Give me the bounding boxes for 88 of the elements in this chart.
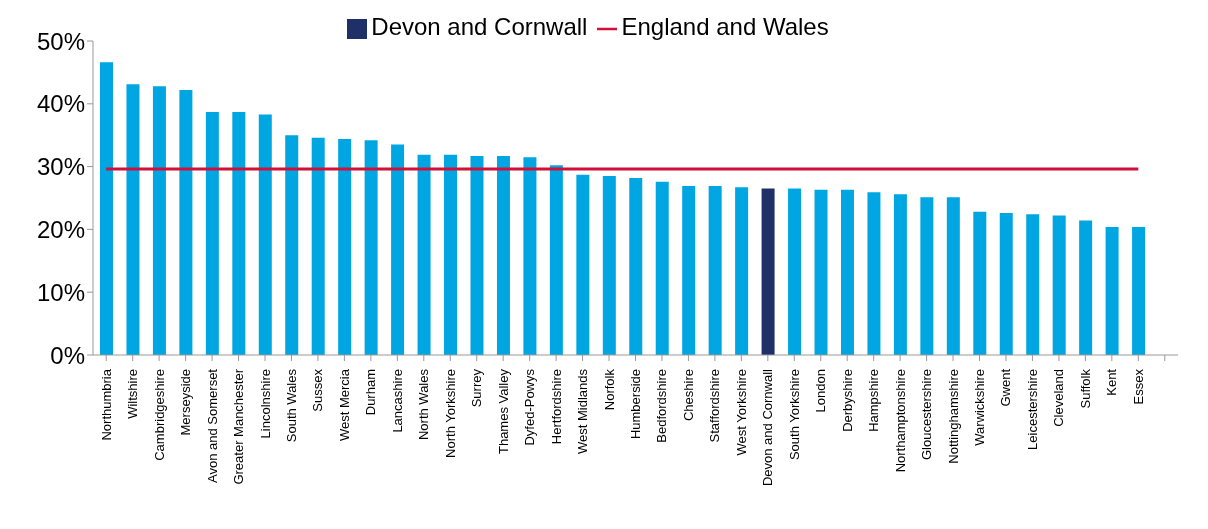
bar bbox=[682, 186, 696, 355]
bar bbox=[496, 155, 510, 355]
x-tick-label: South Yorkshire bbox=[786, 369, 802, 461]
x-tick-label: West Midlands bbox=[575, 368, 591, 455]
x-tick-label: Lancashire bbox=[389, 369, 405, 433]
x-tick-label: Derbyshire bbox=[839, 369, 855, 432]
bar bbox=[735, 187, 749, 355]
y-tick-label: 40% bbox=[36, 90, 85, 118]
bar bbox=[417, 154, 431, 355]
x-tick-label: Warwickshire bbox=[972, 369, 988, 446]
bar bbox=[1079, 220, 1093, 355]
bar bbox=[1105, 226, 1119, 355]
y-tick-label: 20% bbox=[36, 215, 85, 243]
bar bbox=[973, 211, 987, 355]
x-tick-label: Suffolk bbox=[1077, 368, 1093, 409]
bar bbox=[655, 181, 669, 355]
x-tick-label: West Mercia bbox=[336, 368, 352, 441]
bar bbox=[1052, 215, 1066, 355]
bar bbox=[788, 188, 802, 355]
bar bbox=[867, 192, 881, 355]
bar bbox=[1026, 214, 1040, 355]
x-tick-label: North Yorkshire bbox=[442, 369, 458, 458]
bar bbox=[100, 62, 113, 355]
bar bbox=[126, 84, 140, 355]
bar bbox=[840, 189, 854, 355]
bar bbox=[285, 135, 299, 355]
bar bbox=[602, 176, 616, 355]
bar bbox=[999, 213, 1013, 355]
x-tick-label: Kent bbox=[1104, 368, 1120, 396]
y-tick-label: 0% bbox=[50, 341, 85, 369]
bar bbox=[523, 157, 537, 355]
y-tick-label: 10% bbox=[36, 278, 85, 306]
x-tick-label: Northumbria bbox=[98, 368, 114, 441]
x-tick-label: Essex bbox=[1130, 368, 1146, 405]
x-tick-label: South Wales bbox=[283, 368, 299, 443]
x-tick-label: Hampshire bbox=[866, 369, 882, 432]
x-tick-label: Gloucestershire bbox=[919, 369, 935, 461]
x-tick-label: London bbox=[813, 369, 829, 413]
x-tick-label: Leicestershire bbox=[1024, 369, 1040, 450]
bar bbox=[444, 154, 458, 355]
y-tick-label: 30% bbox=[36, 153, 85, 181]
x-tick-label: Durham bbox=[363, 369, 379, 416]
bar bbox=[761, 188, 775, 355]
legend-label: England and Wales bbox=[621, 13, 829, 40]
bar bbox=[470, 155, 484, 355]
x-tick-label: Humberside bbox=[628, 369, 643, 440]
bar bbox=[893, 194, 907, 355]
x-tick-label: Merseyside bbox=[178, 369, 194, 436]
legend-label: Devon and Cornwall bbox=[371, 13, 588, 40]
x-tick-label: Thames Valley bbox=[495, 368, 511, 455]
bar bbox=[258, 114, 272, 355]
y-tick-label: 50% bbox=[36, 27, 85, 55]
x-tick-label: Dyfed-Powys bbox=[522, 368, 538, 446]
x-tick-label: Wiltshire bbox=[125, 369, 141, 419]
x-tick-label: Nottinghamshire bbox=[945, 369, 961, 464]
x-tick-label: Cambridgeshire bbox=[151, 369, 167, 461]
x-tick-label: Norfolk bbox=[601, 368, 617, 411]
bar bbox=[1132, 226, 1146, 355]
x-tick-label: Sussex bbox=[310, 368, 326, 412]
x-tick-label: Bedfordshire bbox=[654, 369, 670, 443]
x-tick-label: Cheshire bbox=[680, 369, 696, 422]
x-tick-label: Lincolnshire bbox=[257, 369, 273, 439]
x-tick-label: Cleveland bbox=[1051, 369, 1067, 427]
bar bbox=[152, 86, 166, 355]
x-tick-label: Gwent bbox=[998, 368, 1014, 407]
x-tick-label: Devon and Cornwall bbox=[760, 368, 776, 487]
bar bbox=[576, 174, 590, 355]
x-tick-label: North Wales bbox=[416, 368, 432, 441]
bar bbox=[549, 165, 563, 355]
bar bbox=[920, 197, 934, 355]
bar bbox=[814, 189, 828, 355]
x-tick-label: Northamptonshire bbox=[892, 369, 908, 473]
bar bbox=[629, 177, 643, 355]
x-tick-label: Staffordshire bbox=[707, 369, 723, 443]
bar bbox=[364, 140, 378, 355]
bar bbox=[179, 89, 193, 355]
bar bbox=[311, 137, 325, 355]
bar bbox=[708, 186, 722, 355]
x-tick-label: Avon and Somerset bbox=[204, 368, 220, 483]
bar bbox=[205, 111, 219, 355]
x-tick-label: Greater Manchester bbox=[231, 368, 247, 485]
x-tick-label: Hertfordshire bbox=[548, 369, 564, 445]
bar bbox=[391, 144, 405, 355]
x-tick-label: Surrey bbox=[469, 368, 485, 408]
bar bbox=[946, 197, 960, 355]
bar bbox=[232, 111, 246, 355]
bar bbox=[338, 138, 352, 355]
x-tick-label: West Yorkshire bbox=[733, 369, 749, 456]
